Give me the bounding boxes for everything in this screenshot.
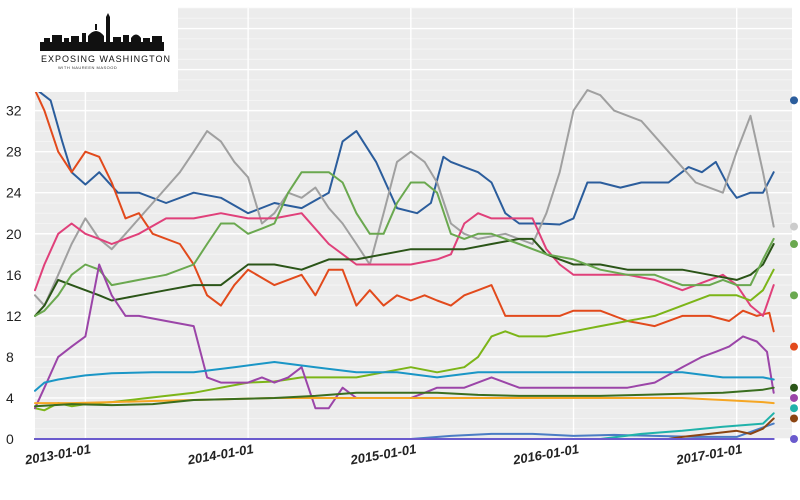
end-marker-3 [790,240,798,249]
x-tick-label: 2015-01-01 [348,441,417,467]
x-tick-label: 2017-01-01 [674,441,743,467]
y-tick-label: 0 [6,431,14,447]
x-tick-label: 2014-01-01 [186,441,255,467]
series-line-10 [34,397,775,405]
end-marker-1 [790,96,798,105]
series-line-2 [34,89,775,307]
end-marker-8 [790,404,798,413]
series-line-7 [34,268,775,412]
x-tick-label: 2016-01-01 [511,441,580,467]
end-marker-4 [790,291,798,300]
y-tick-label: 12 [6,308,22,324]
y-tick-label: 28 [6,144,22,160]
series-line-5 [34,237,775,317]
skyline-icon [40,13,164,51]
series-line-6 [34,171,775,317]
end-marker-5 [790,342,798,351]
y-tick-label: 32 [6,103,22,119]
logo-subtext: WITH NAUREEN MASOOD [58,65,117,70]
series-line-3 [34,89,775,333]
logo-text: EXPOSING WASHINGTON [41,54,171,64]
y-tick-label: 24 [6,185,22,201]
end-marker-10 [790,435,798,443]
end-markers [790,96,798,443]
series-line-12 [34,422,775,440]
series-line-11 [34,386,775,408]
end-marker-7 [790,393,798,402]
y-tick-label: 20 [6,226,22,242]
x-axis: 2013-01-01 2014-01-01 2015-01-01 2016-01-01… [23,441,743,467]
y-tick-label: 8 [6,349,14,365]
end-marker-2 [790,222,798,231]
end-marker-6 [790,383,798,392]
x-tick-label: 2013-01-01 [23,441,92,467]
end-marker-9 [790,414,798,423]
y-tick-label: 4 [6,390,14,406]
series-line-4 [34,212,775,317]
y-tick-label: 16 [6,267,22,283]
logo: EXPOSING WASHINGTON WITH NAUREEN MASOOD [0,0,178,92]
series-lines [34,89,775,440]
series-line-9 [34,361,775,392]
